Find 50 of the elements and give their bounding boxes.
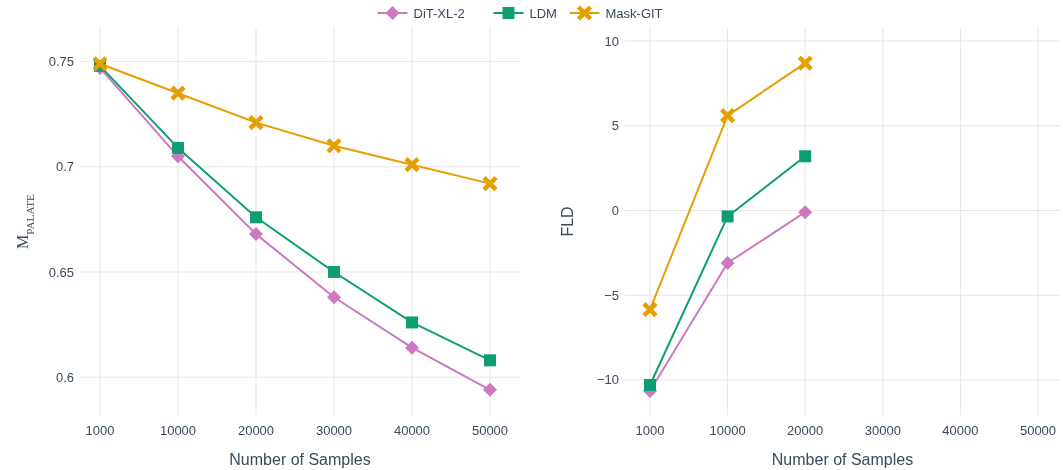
point: [406, 316, 418, 329]
y-tick-label: 10: [604, 33, 619, 49]
y-tick-label: 0: [611, 203, 619, 219]
y-tick-label: 0.7: [55, 159, 74, 175]
point: [403, 156, 421, 173]
point: [327, 290, 341, 305]
point: [247, 114, 265, 131]
y-tick-label: 0.65: [48, 264, 74, 280]
point: [325, 137, 343, 155]
x-tick-label: 40000: [393, 423, 431, 438]
point: [641, 301, 659, 318]
y-tick-label: 0.6: [55, 369, 74, 385]
x-axis-title: Number of Samples: [771, 451, 914, 468]
point: [484, 354, 496, 367]
x-tick-label: 20000: [237, 423, 275, 438]
point: [796, 54, 814, 72]
point: [798, 205, 813, 220]
legend-label: DiT-XL-2: [413, 5, 465, 21]
y-axis-title: FLD: [559, 206, 576, 237]
point: [719, 107, 736, 124]
y-tick-label: 0.75: [48, 54, 74, 70]
legend-label: LDM: [529, 5, 557, 21]
point: [721, 210, 734, 223]
legend-label: Mask-GIT: [605, 5, 663, 21]
x-tick-label: 1000: [635, 423, 665, 438]
point: [250, 211, 262, 224]
point: [799, 150, 812, 163]
point: [249, 227, 263, 242]
point: [644, 379, 656, 392]
point: [91, 55, 109, 73]
point: [328, 265, 340, 278]
point: [172, 141, 184, 154]
y-tick-label: 5: [611, 118, 619, 134]
x-tick-label: 10000: [709, 423, 746, 438]
x-tick-label: 20000: [787, 423, 824, 438]
x-tick-label: 50000: [1019, 423, 1057, 438]
y-tick-label: −10: [596, 372, 619, 388]
x-tick-label: 30000: [315, 423, 353, 438]
x-tick-label: 40000: [942, 423, 979, 438]
point: [720, 256, 735, 271]
point: [481, 175, 499, 192]
x-tick-label: 50000: [471, 423, 509, 438]
x-tick-label: 30000: [864, 423, 901, 438]
y-tick-label: −5: [604, 287, 619, 303]
point: [483, 382, 497, 397]
x-axis-title: Number of Samples: [229, 451, 371, 468]
x-tick-label: 10000: [159, 423, 197, 438]
x-tick-label: 1000: [85, 423, 115, 438]
point: [169, 84, 187, 102]
point: [405, 340, 419, 355]
